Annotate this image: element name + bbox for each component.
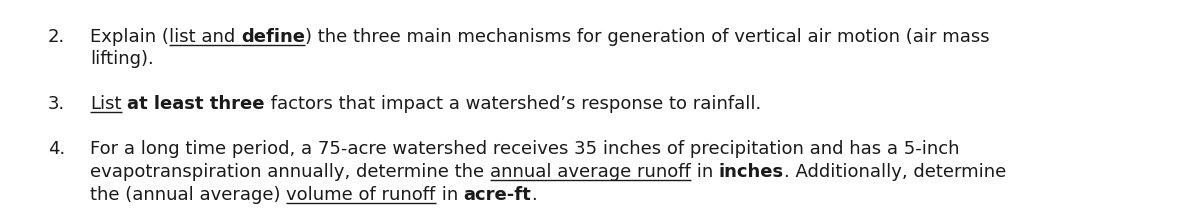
Text: list and: list and — [169, 28, 241, 46]
Text: inches: inches — [719, 163, 784, 181]
Text: 2.: 2. — [48, 28, 65, 46]
Text: lifting).: lifting). — [90, 50, 154, 68]
Text: Explain (: Explain ( — [90, 28, 169, 46]
Text: .: . — [532, 186, 538, 204]
Text: in: in — [436, 186, 463, 204]
Text: acre-ft: acre-ft — [463, 186, 532, 204]
Text: factors that impact a watershed’s response to rainfall.: factors that impact a watershed’s respon… — [265, 95, 761, 113]
Text: in: in — [691, 163, 719, 181]
Text: List: List — [90, 95, 121, 113]
Text: volume of runoff: volume of runoff — [287, 186, 436, 204]
Text: For a long time period, a 75-acre watershed receives 35 inches of precipitation : For a long time period, a 75-acre waters… — [90, 140, 960, 158]
Text: define: define — [241, 28, 305, 46]
Text: annual average runoff: annual average runoff — [490, 163, 691, 181]
Text: at least three: at least three — [127, 95, 265, 113]
Text: . Additionally, determine: . Additionally, determine — [784, 163, 1006, 181]
Text: evapotranspiration annually, determine the: evapotranspiration annually, determine t… — [90, 163, 490, 181]
Text: 3.: 3. — [48, 95, 65, 113]
Text: the (annual average): the (annual average) — [90, 186, 287, 204]
Text: ) the three main mechanisms for generation of vertical air motion (air mass: ) the three main mechanisms for generati… — [305, 28, 990, 46]
Text: 4.: 4. — [48, 140, 65, 158]
